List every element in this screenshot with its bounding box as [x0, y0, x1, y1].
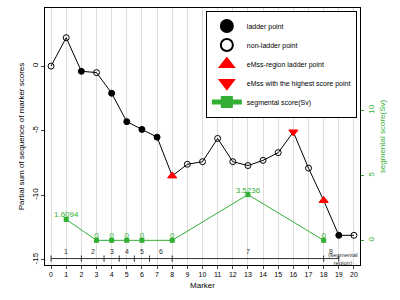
svg-text:9: 9: [185, 271, 189, 278]
svg-text:0: 0: [94, 231, 99, 240]
svg-text:(segmentalregion): (segmentalregion): [328, 252, 358, 266]
svg-text:6: 6: [140, 271, 144, 278]
svg-text:8: 8: [170, 271, 174, 278]
svg-text:10: 10: [367, 104, 376, 113]
svg-text:19: 19: [335, 271, 343, 278]
svg-text:0: 0: [140, 231, 145, 240]
svg-text:1: 1: [64, 248, 68, 255]
svg-text:-10: -10: [31, 188, 40, 200]
svg-text:-15: -15: [31, 252, 40, 264]
svg-text:0: 0: [49, 271, 53, 278]
svg-text:eMss with the highest score po: eMss with the highest score point: [247, 80, 351, 88]
svg-text:1: 1: [64, 271, 68, 278]
svg-text:8: 8: [329, 248, 333, 255]
svg-text:-5: -5: [31, 125, 40, 133]
svg-text:17: 17: [305, 271, 313, 278]
svg-text:4: 4: [110, 271, 114, 278]
svg-text:11: 11: [214, 271, 221, 278]
svg-text:segmental score(Sv): segmental score(Sv): [378, 99, 387, 173]
svg-text:13: 13: [244, 271, 252, 278]
svg-text:1.6094: 1.6094: [54, 210, 79, 219]
svg-text:0: 0: [125, 231, 130, 240]
svg-text:ladder point: ladder point: [247, 23, 284, 31]
svg-text:12: 12: [229, 271, 237, 278]
svg-text:5: 5: [140, 248, 144, 255]
svg-text:0: 0: [170, 231, 175, 240]
svg-text:3: 3: [95, 271, 99, 278]
svg-text:2: 2: [91, 248, 95, 255]
svg-text:eMss-region ladder point: eMss-region ladder point: [247, 61, 324, 69]
svg-text:Marker: Marker: [190, 281, 215, 290]
svg-text:4: 4: [125, 248, 129, 255]
svg-text:2: 2: [79, 271, 83, 278]
svg-text:5: 5: [367, 171, 376, 176]
svg-text:Partial sum of sequence of mar: Partial sum of sequence of marker scores: [17, 63, 26, 211]
svg-text:0: 0: [109, 231, 114, 240]
svg-text:0: 0: [31, 62, 40, 67]
svg-text:10: 10: [199, 271, 207, 278]
svg-text:20: 20: [350, 271, 358, 278]
svg-text:7: 7: [246, 248, 250, 255]
svg-text:5: 5: [125, 271, 129, 278]
svg-text:0: 0: [321, 231, 326, 240]
svg-text:14: 14: [259, 271, 267, 278]
svg-text:non-ladder point: non-ladder point: [247, 42, 298, 50]
svg-text:7: 7: [155, 271, 159, 278]
svg-text:18: 18: [320, 271, 328, 278]
svg-text:16: 16: [289, 271, 297, 278]
svg-text:3: 3: [110, 248, 114, 255]
svg-text:6: 6: [159, 248, 163, 255]
svg-text:3.5236: 3.5236: [236, 186, 261, 195]
svg-text:15: 15: [274, 271, 282, 278]
svg-text:0: 0: [367, 236, 376, 241]
svg-text:segmental score(Sv): segmental score(Sv): [247, 99, 311, 107]
